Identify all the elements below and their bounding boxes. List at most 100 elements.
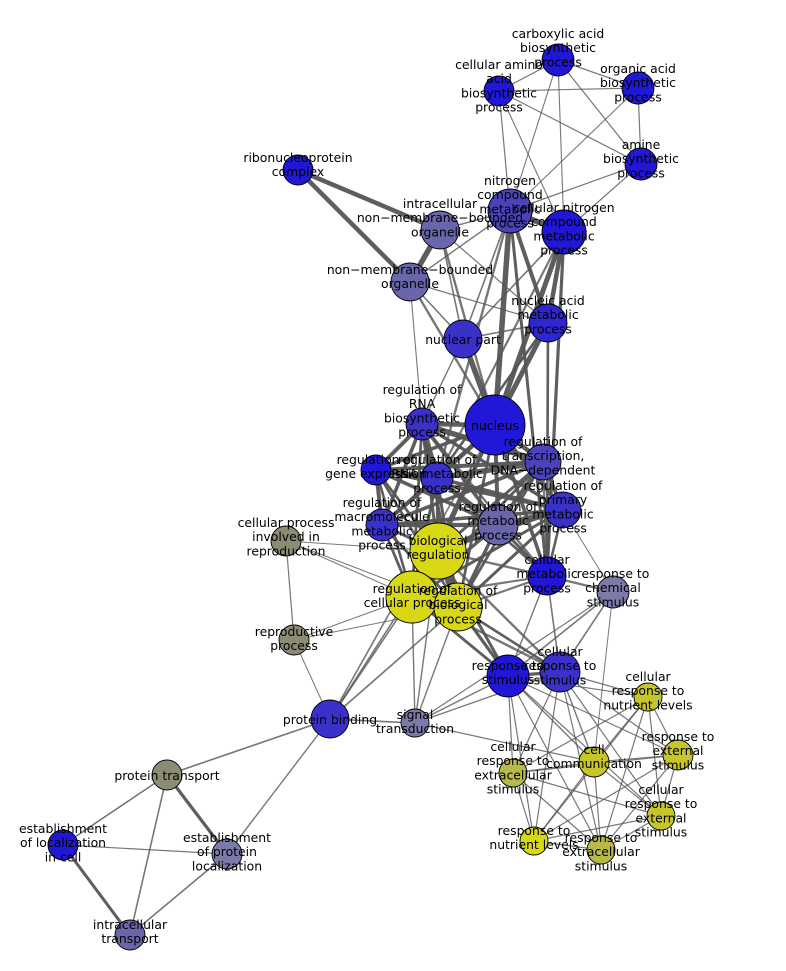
graph-node-label-non_membrane_bounded_organelle: non−membrane−bounded organelle [327,262,493,291]
graph-node-label-cellular_amino_acid_biosynthetic_process: cellular amino acid biosynthetic process [455,57,543,115]
graph-edge [512,772,662,817]
graph-node-cellular_process_involved_in_reproduction[interactable]: cellular process involved in reproductio… [270,525,302,557]
graph-node-label-cellular_metabolic_process: cellular metabolic process [516,552,577,595]
graph-edge [285,540,295,641]
graph-edge [512,696,649,774]
graph-edge [507,675,602,851]
graph-node-establishment_of_localization_in_cell[interactable]: establishment of localization in cell [47,829,79,861]
graph-node-label-nucleus: nucleus [471,418,519,433]
graph-edge [226,718,331,855]
graph-node-label-regulation_of_rna_metabolic_process: regulation of RNA metabolic process [391,452,483,495]
graph-node-cellular_metabolic_process[interactable]: cellular metabolic process [527,556,567,596]
graph-edge [166,718,331,776]
graph-node-label-cellular_response_to_nutrient_levels: cellular response to nutrient levels [603,669,692,712]
graph-node-response_to_chemical_stimulus[interactable]: response to chemical stimulus [596,575,630,609]
graph-node-cell_communication[interactable]: cell communication [578,746,610,778]
graph-node-signal_transduction[interactable]: signal transduction [400,708,430,738]
graph-node-cellular_response_to_external_stimulus[interactable]: cellular response to external stimulus [646,801,676,831]
graph-node-label-cellular_response_to_extracellular_stimulus: cellular response to extracellular stimulus [474,739,552,797]
graph-node-organic_acid_biosynthetic_process[interactable]: organic acid biosynthetic process [621,71,655,105]
graph-edge [498,90,565,233]
graph-node-label-biological_regulation: biological regulation [407,533,470,562]
graph-edge [593,591,614,763]
graph-edge [62,844,228,855]
graph-node-label-signal_transduction: signal transduction [376,707,454,736]
graph-node-regulation_of_macromolecule_metabolic_process[interactable]: regulation of macromolecule metabolic pr… [365,508,399,542]
graph-node-response_to_nutrient_levels[interactable]: response to nutrient levels [519,826,549,856]
graph-edge [409,281,423,425]
graph-node-label-intracellular_transport: intracellular transport [93,917,168,946]
graph-node-label-regulation_of_macromolecule_metabolic_process: regulation of macromolecule metabolic proce… [334,495,429,553]
graph-node-reproductive_process[interactable]: reproductive process [278,624,310,656]
graph-node-label-cellular_nitrogen_compound_metabolic_process: cellular nitrogen compound metabolic proces… [513,200,614,258]
graph-node-regulation_of_gene_expression[interactable]: regulation of gene expression [360,454,392,486]
graph-node-label-protein_binding: protein binding [283,712,377,727]
graph-node-response_to_stimulus[interactable]: response to stimulus [486,654,530,698]
graph-edge [507,675,679,756]
graph-node-regulation_of_rna_biosynthetic_process[interactable]: regulation of RNA biosynthetic process [405,407,439,441]
graph-node-label-response_to_stimulus: response to stimulus [472,658,545,687]
graph-node-regulation_of_metabolic_process[interactable]: regulation of metabolic process [477,504,519,546]
graph-edge [129,853,228,936]
graph-node-nucleic_acid_metabolic_process[interactable]: nucleic acid metabolic process [528,303,568,343]
graph-node-protein_transport[interactable]: protein transport [151,759,183,791]
graph-node-cellular_response_to_extracellular_stimulus[interactable]: cellular response to extracellular stimu… [498,758,528,788]
graph-node-regulation_of_rna_metabolic_process[interactable]: regulation of RNA metabolic process [420,461,454,495]
graph-edge [507,675,662,817]
graph-node-regulation_of_biological_process[interactable]: regulation of biological process [433,582,483,632]
graph-edge [295,167,443,233]
graph-edge [507,591,614,677]
graph-node-nuclear_part[interactable]: nuclear part [443,319,483,359]
graph-node-biological_regulation[interactable]: biological regulation [409,522,467,580]
graph-node-cellular_response_to_nutrient_levels[interactable]: cellular response to nutrient levels [633,682,663,712]
graph-node-label-protein_transport: protein transport [114,768,219,783]
graph-node-regulation_of_primary_metabolic_process[interactable]: regulation of primary metabolic process [544,491,582,529]
graph-edge [533,815,662,842]
graph-node-cellular_nitrogen_compound_metabolic_process[interactable]: cellular nitrogen compound metabolic pro… [541,209,587,255]
graph-edge [600,754,679,851]
graph-node-intracellular_transport[interactable]: intracellular transport [114,919,146,951]
graph-node-non_membrane_bounded_organelle[interactable]: non−membrane−bounded organelle [390,262,430,302]
graph-node-label-nucleic_acid_metabolic_process: nucleic acid metabolic process [511,293,585,336]
graph-edge [414,671,561,724]
graph-node-intracellular_non_membrane_bounded_organelle[interactable]: intracellular non−membrane−bounded organ… [420,210,460,250]
graph-node-label-regulation_of_metabolic_process: regulation of metabolic process [459,499,538,542]
graph-edge [129,774,168,936]
graph-node-protein_binding[interactable]: protein binding [310,699,350,739]
graph-node-carboxylic_acid_biosynthetic_process[interactable]: carboxylic acid biosynthetic process [541,43,575,77]
graph-node-label-regulation_of_cellular_process: regulation of cellular process [364,581,461,610]
graph-node-label-response_to_nutrient_levels: response to nutrient levels [489,823,578,852]
graph-edge [557,59,565,233]
graph-edge [498,90,642,165]
graph-edge [410,508,565,599]
graph-node-label-response_to_extracellular_stimulus: response to extracellular stimulus [562,830,640,873]
graph-node-response_to_extracellular_stimulus[interactable]: response to extracellular stimulus [586,835,616,865]
graph-edge [380,508,565,527]
graph-edge [414,550,439,724]
graph-node-nucleus[interactable]: nucleus [464,394,526,456]
graph-node-amine_biosynthetic_process[interactable]: amine biosynthetic process [624,147,658,181]
graph-node-label-response_to_chemical_stimulus: response to chemical stimulus [577,566,650,609]
graph-edge [61,843,132,937]
graph-node-cellular_response_to_stimulus[interactable]: cellular response to stimulus [539,651,581,693]
graph-edge [165,773,229,856]
graph-edge [436,549,562,674]
graph-node-establishment_of_protein_localization[interactable]: establishment of protein localization [211,838,243,870]
graph-node-response_to_external_stimulus[interactable]: response to external stimulus [662,739,694,771]
graph-node-label-response_to_external_stimulus: response to external stimulus [642,729,715,772]
graph-edge [414,722,595,763]
label-layer: carboxylic acid biosynthetic process organi… [19,26,714,946]
graph-node-label-cellular_process_involved_in_reproduction: cellular process involved in reproduction [238,515,335,558]
graph-edge [507,675,649,698]
graph-node-label-nitrogen_compound_metabolic_process: nitrogen compound metabolic process [477,173,542,231]
graph-node-regulation_of_transcription_dna_dependent[interactable]: regulation of transcription, DNA−depende… [524,443,562,481]
graph-node-label-establishment_of_protein_localization: establishment of protein localization [183,830,271,873]
graph-node-nitrogen_compound_metabolic_process[interactable]: nitrogen compound metabolic process [487,188,533,234]
graph-edge [533,761,595,842]
node-layer: carboxylic acid biosynthetic process orga… [47,43,694,951]
graph-edge [409,281,549,324]
graph-node-ribonucleoprotein_complex[interactable]: ribonucleoprotein complex [282,154,314,186]
graph-edge [420,422,549,578]
graph-node-cellular_amino_acid_biosynthetic_process[interactable]: cellular amino acid biosynthetic process [483,75,515,107]
